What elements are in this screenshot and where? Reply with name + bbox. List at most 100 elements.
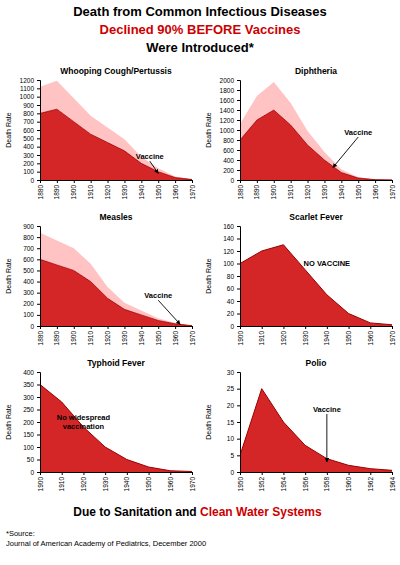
x-tick: 1910	[87, 326, 94, 345]
tick-mark	[257, 180, 258, 183]
y-tick: 100	[223, 260, 240, 267]
tick-mark	[57, 326, 58, 329]
x-tick: 1950	[345, 326, 352, 345]
tick-mark	[37, 282, 40, 283]
tick-mark	[37, 88, 40, 89]
tick-label: 1950	[155, 331, 162, 346]
y-tick: 400	[23, 143, 40, 150]
annotation-arrow	[326, 414, 327, 462]
y-tick: 120	[223, 248, 240, 255]
footer: Clean Water Systems	[200, 505, 322, 519]
tick-label: 1910	[87, 185, 94, 200]
chart-page: Death from Common Infectious DiseasesDec…	[0, 0, 400, 565]
x-tick: 1950	[155, 180, 162, 199]
tick-label: 1956	[302, 477, 309, 492]
tick-label: 1910	[58, 477, 65, 492]
tick-label: 1910	[258, 331, 265, 346]
tick-mark	[37, 460, 40, 461]
tick-mark	[349, 326, 350, 329]
tick-label: 1964	[389, 477, 396, 492]
y-tick: 20	[227, 402, 240, 409]
tick-label: 1880	[237, 185, 244, 200]
tick-mark	[237, 472, 240, 473]
tick-mark	[262, 326, 263, 329]
line	[240, 389, 392, 471]
axis-line	[241, 473, 393, 476]
tick-label: 1950	[145, 477, 152, 492]
plot-area	[240, 245, 392, 326]
annotation: No widespreadvaccination	[57, 413, 111, 431]
tick-mark	[358, 180, 359, 183]
y-tick: 800	[23, 234, 40, 241]
y-axis: 0200400600800100012001400160018002000	[220, 77, 241, 184]
chart: 0100200300400500600700800900188018901900…	[5, 212, 196, 345]
y-tick: 250	[23, 406, 40, 413]
tick-label: 1940	[138, 185, 145, 200]
y-tick: 1600	[220, 97, 240, 104]
footer: Due to Sanitation and	[73, 505, 200, 519]
tick-label: 1910	[287, 185, 294, 200]
tick-label: 800	[23, 234, 34, 241]
y-tick: 0	[30, 323, 40, 330]
tick-label: 100	[23, 444, 34, 451]
tick-mark	[37, 248, 40, 249]
tick-mark	[305, 472, 306, 475]
tick-label: 400	[223, 157, 234, 164]
x-axis: 1880189019001910192019301940195019601970	[237, 180, 396, 199]
tick-label: 1200	[20, 77, 35, 84]
tick-mark	[283, 326, 284, 329]
axis-line	[237, 373, 241, 473]
tick-mark	[262, 472, 263, 475]
annotation-arrow	[150, 161, 158, 173]
tick-mark	[37, 130, 40, 131]
tick-label: 600	[23, 127, 34, 134]
chart-title: Whooping Cough/Pertussis	[60, 66, 172, 76]
x-tick: 1930	[121, 180, 128, 199]
tick-mark	[158, 326, 159, 329]
axis-line	[37, 373, 41, 473]
tick-mark	[141, 180, 142, 183]
tick-mark	[237, 301, 240, 302]
area	[40, 385, 192, 473]
tick-label: 1970	[389, 185, 396, 200]
tick-mark	[237, 160, 240, 161]
line	[240, 245, 392, 325]
y-tick: 800	[23, 110, 40, 117]
tick-label: 20	[227, 402, 235, 409]
tick-mark	[237, 276, 240, 277]
x-tick: 1970	[389, 180, 396, 199]
tick-label: 15	[227, 419, 235, 426]
y-tick: 60	[227, 285, 240, 292]
tick-mark	[158, 180, 159, 183]
tick-label: 1954	[280, 477, 287, 492]
tick-mark	[37, 326, 40, 327]
tick-label: 1930	[121, 331, 128, 346]
y-axis: 0100200300400500600700800900	[23, 223, 40, 330]
tick-label: 1930	[321, 185, 328, 200]
tick-label: 900	[23, 223, 34, 230]
tick-mark	[283, 472, 284, 475]
tick-label: 1960	[167, 477, 174, 492]
line	[40, 259, 192, 325]
y-axis: 0100200300400500600700800900100011001200	[20, 77, 41, 184]
stacked-area	[40, 81, 192, 180]
y-tick: 600	[23, 256, 40, 263]
tick-label: 250	[23, 406, 34, 413]
tick-mark	[62, 472, 63, 475]
y-axis-title: Death Rate	[5, 258, 12, 294]
x-tick: 1910	[87, 180, 94, 199]
tick-label: 30	[227, 369, 235, 376]
y-tick: 1000	[20, 93, 40, 100]
y-axis-title: Death Rate	[205, 112, 212, 148]
x-tick: 1890	[253, 180, 260, 199]
tick-label: 1880	[37, 331, 44, 346]
tick-mark	[237, 180, 240, 181]
plot-area	[40, 233, 192, 326]
axis-line	[37, 81, 41, 181]
y-tick: 1100	[20, 85, 40, 92]
tick-label: 1880	[37, 185, 44, 200]
tick-mark	[108, 180, 109, 183]
tick-label: 500	[23, 135, 34, 142]
x-tick: 1952	[258, 472, 265, 491]
tick-label: 600	[223, 147, 234, 154]
